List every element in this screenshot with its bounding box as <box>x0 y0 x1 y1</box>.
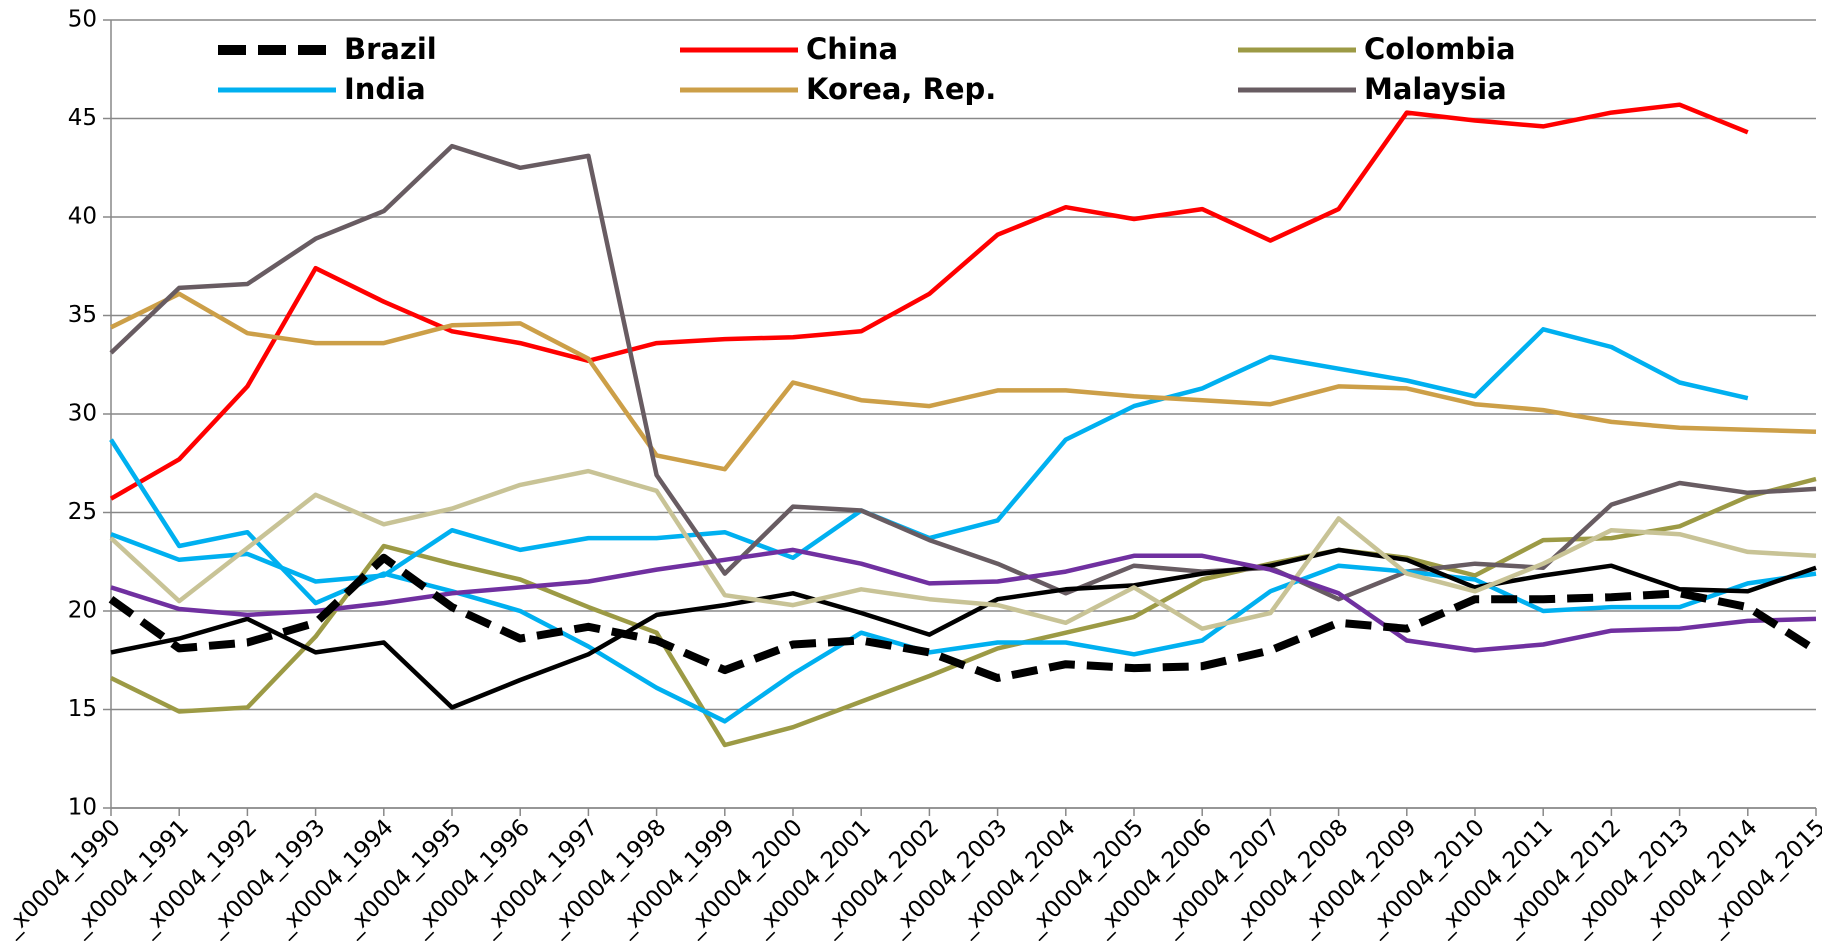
x-tick-label: _x0004_2005 <box>1021 814 1149 941</box>
x-tick-label: _x0004_2012 <box>1498 814 1626 941</box>
legend-label: Colombia <box>1364 32 1516 66</box>
x-tick-label: _x0004_1996 <box>407 814 535 941</box>
line-series <box>109 102 1749 501</box>
x-tick-label: _x0004_2000 <box>680 814 808 941</box>
line-series <box>110 291 1817 472</box>
legend-label: Malaysia <box>1364 72 1507 106</box>
y-tick-label: 45 <box>68 105 97 131</box>
x-tick-label: _x0004_2002 <box>816 814 944 941</box>
x-tick-label: _x0004_2004 <box>953 814 1081 941</box>
y-tick-label: 50 <box>68 7 97 33</box>
line-series <box>109 438 1817 724</box>
x-tick-label: _x0004_2010 <box>1362 814 1490 941</box>
line-series <box>108 553 1819 682</box>
legend-label: Korea, Rep. <box>806 72 996 106</box>
y-tick-label: 20 <box>68 598 97 624</box>
x-tick-label: _x0004_2003 <box>885 814 1013 941</box>
y-tick-label: 25 <box>68 499 97 525</box>
line-series <box>110 327 1749 584</box>
x-tick-label: _x0004_2014 <box>1635 814 1763 941</box>
x-tick-label: _x0004_1992 <box>134 814 262 941</box>
x-tick-label: _x0004_1991 <box>66 814 194 941</box>
y-tick-label: 35 <box>68 302 97 328</box>
y-tick-label: 40 <box>68 204 97 230</box>
x-tick-label: _x0004_2008 <box>1226 814 1354 941</box>
line-series <box>109 468 1817 631</box>
line-series <box>110 547 1817 710</box>
y-tick-label: 30 <box>68 401 97 427</box>
x-tick-label: _x0004_2011 <box>1430 814 1558 941</box>
x-tick-label: _x0004_2009 <box>1294 814 1422 941</box>
x-tick-label: _x0004_2013 <box>1567 814 1695 941</box>
x-tick-label: _x0004_2006 <box>1089 814 1217 941</box>
legend-label: China <box>806 32 898 66</box>
line-series <box>110 547 1817 653</box>
x-tick-label: _x0004_2001 <box>748 814 876 941</box>
x-tick-label: _x0004_1998 <box>544 814 672 941</box>
y-tick-label: 15 <box>68 696 97 722</box>
x-tick-label: _x0004_1994 <box>271 814 399 941</box>
legend-label: Brazil <box>344 32 437 66</box>
x-tick-label: _x0004_1993 <box>203 814 331 941</box>
x-tick-label: _x0004_1997 <box>475 814 603 941</box>
x-tick-label: _x0004_1999 <box>612 814 740 941</box>
x-tick-label: _x0004_2015 <box>1703 814 1822 941</box>
legend-label: India <box>344 72 426 106</box>
y-tick-label: 10 <box>68 795 97 821</box>
x-tick-label: _x0004_1990 <box>0 814 126 941</box>
x-tick-label: _x0004_1995 <box>339 814 467 941</box>
x-tick-label: _x0004_2007 <box>1157 814 1285 941</box>
